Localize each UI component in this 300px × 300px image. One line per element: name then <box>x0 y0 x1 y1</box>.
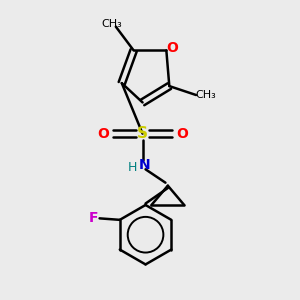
Text: CH₃: CH₃ <box>101 19 122 29</box>
Text: N: N <box>139 158 151 172</box>
Text: O: O <box>98 127 109 141</box>
Text: CH₃: CH₃ <box>195 90 216 100</box>
Text: O: O <box>176 127 188 141</box>
Text: O: O <box>166 41 178 55</box>
Text: F: F <box>88 212 98 225</box>
Text: S: S <box>137 126 148 141</box>
Text: H: H <box>128 161 137 174</box>
